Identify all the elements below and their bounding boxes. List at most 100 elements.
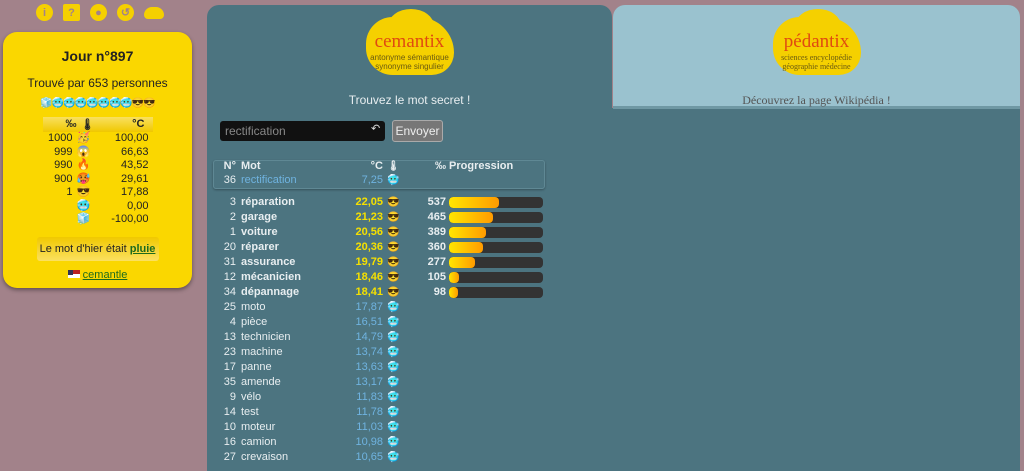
sunglasses-icon: 😎 (387, 287, 400, 298)
row-num: 10 (223, 421, 236, 433)
row-temp: 13,17 (355, 376, 383, 388)
row-progress-value: 105 (427, 271, 446, 283)
progress-bar (449, 242, 543, 253)
row-num: 14 (223, 406, 236, 418)
row-word: mécanicien (241, 271, 301, 283)
row-word: amende (241, 376, 281, 388)
legend-permille: 1000 (48, 132, 73, 144)
row-num: 4 (229, 316, 236, 328)
palette-icon[interactable]: ● (90, 4, 107, 21)
cold-face-icon: 🥶 (387, 392, 400, 403)
sunglasses-icon: 😎 (387, 272, 400, 283)
row-num: 31 (223, 256, 236, 268)
row-word: voiture (241, 226, 278, 238)
row-num: 17 (223, 361, 236, 373)
header-word: Mot (241, 160, 261, 172)
cemantle-link[interactable]: cemantle (82, 268, 128, 281)
thermometer-icon: 🌡 (80, 119, 95, 131)
header-progress: ‰ Progression (435, 160, 514, 172)
row-word: test (241, 406, 259, 418)
row-num: 12 (223, 271, 236, 283)
thermometer-icon: 🌡 (387, 161, 400, 172)
table-row: 34 dépannage 18,41 😎 98 (213, 285, 553, 300)
row-word: garage (241, 211, 278, 223)
table-row: 3 réparation 22,05 😎 537 (213, 195, 553, 210)
row-temp: 13,74 (355, 346, 383, 358)
tab-subtitle: Trouvez le mot secret ! (348, 93, 471, 107)
top-toolbar: i ? ● ↺ (36, 4, 164, 21)
guess-input[interactable] (220, 121, 385, 141)
cold-face-icon: 🥶 (387, 347, 400, 358)
legend-temp: 29,61 (120, 172, 149, 185)
row-temp: 17,87 (355, 301, 383, 313)
row-num: 36 (223, 174, 236, 186)
legend-row: 1 😎 17,88 (43, 186, 153, 200)
table-row: 4 pièce 16,51 🥶 (213, 315, 553, 330)
tab-subtitle: Découvrez la page Wikipédia ! (742, 93, 891, 107)
cold-face-icon: 🥶 (387, 332, 400, 343)
progress-bar (449, 272, 543, 283)
progress-bar (449, 257, 543, 268)
legend-row: 🥶 0,00 (43, 200, 153, 214)
row-temp: 20,36 (355, 241, 383, 253)
row-num: 2 (229, 211, 236, 223)
sunglasses-icon: 😎 (387, 227, 400, 238)
current-guess-row: 36 rectification 7,25 🥶 (213, 173, 553, 188)
legend-row: 🧊 -100,00 (43, 213, 153, 227)
legend-row: 900 🥵 29,61 (43, 173, 153, 187)
progress-bar (449, 227, 543, 238)
row-temp: 21,23 (355, 211, 383, 223)
history-icon[interactable]: ↺ (117, 4, 134, 21)
us-flag-icon (67, 269, 80, 278)
header-num: N° (223, 160, 236, 172)
table-row: 12 mécanicien 18,46 😎 105 (213, 270, 553, 285)
row-word: crevaison (241, 451, 289, 463)
emoji-summary: 🧊🥶🥶🥶🥶🥶🥶🥶😎😎 (40, 98, 156, 109)
legend-temp: 0,00 (127, 199, 149, 212)
table-row: 16 camion 10,98 🥶 (213, 435, 553, 450)
info-icon[interactable]: i (36, 4, 53, 21)
cold-face-icon: 🥶 (387, 452, 400, 463)
row-progress-value: 537 (427, 196, 446, 208)
help-icon[interactable]: ? (63, 4, 80, 21)
table-row: 2 garage 21,23 😎 465 (213, 210, 553, 225)
legend-emoji-icon: 🔥 (76, 159, 91, 171)
cold-face-icon: 🥶 (387, 437, 400, 448)
cold-face-icon: 🥶 (387, 317, 400, 328)
legend-permille: 990 (54, 159, 73, 171)
undo-icon[interactable]: ↶ (371, 123, 381, 135)
legend-permille: 900 (54, 172, 73, 185)
row-temp: 10,65 (355, 451, 383, 463)
row-progress-value: 389 (427, 226, 446, 238)
legend-row: 1000 🥳 100,00 (43, 132, 153, 146)
row-num: 35 (223, 376, 236, 388)
cold-face-icon: 🥶 (387, 407, 400, 418)
legend-permille: 1 (66, 186, 73, 198)
row-num: 3 (229, 196, 236, 208)
row-word: moteur (241, 421, 276, 433)
progress-fill (449, 227, 486, 238)
row-word: technicien (241, 331, 291, 343)
legend-row: 990 🔥 43,52 (43, 159, 153, 173)
row-word: réparation (241, 196, 295, 208)
row-word: vélo (241, 391, 262, 403)
table-row: 14 test 11,78 🥶 (213, 405, 553, 420)
send-button[interactable]: Envoyer (392, 120, 443, 142)
tab-cemantix[interactable]: antonyme sémantique synonyme singulier ce… (207, 5, 612, 109)
legend-emoji-icon: 😱 (76, 145, 91, 158)
row-temp: 11,03 (356, 421, 383, 433)
legend-temp: 17,88 (120, 186, 149, 198)
table-row: 20 réparer 20,36 😎 360 (213, 240, 553, 255)
tab-pedantix[interactable]: sciences encyclopédie géographie médecin… (613, 5, 1020, 109)
table-row: 13 technicien 14,79 🥶 (213, 330, 553, 345)
table-row: 1 voiture 20,56 😎 389 (213, 225, 553, 240)
cold-face-icon: 🥶 (387, 422, 400, 433)
cloud-icon[interactable] (144, 7, 164, 19)
yesterday-word-link[interactable]: pluie (129, 242, 156, 255)
row-num: 13 (223, 331, 236, 343)
table-header-row: N° Mot °C 🌡 ‰ Progression (213, 159, 553, 174)
row-num: 34 (223, 286, 236, 298)
row-temp: 11,78 (356, 406, 383, 418)
legend-celsius-header: °C (132, 118, 145, 130)
row-word: rectification (241, 174, 297, 186)
